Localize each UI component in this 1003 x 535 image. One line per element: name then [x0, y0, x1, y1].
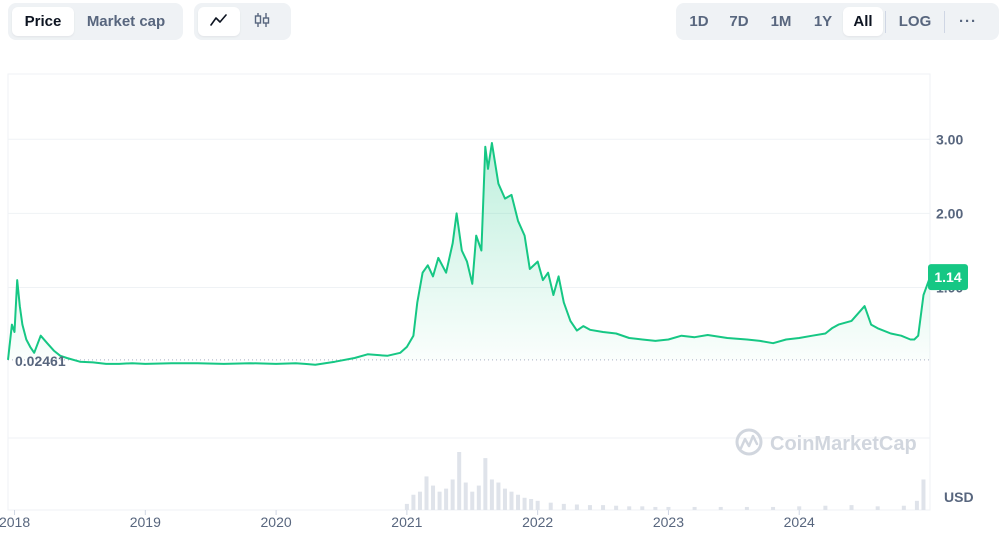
x-tick-label: 2020 — [261, 514, 292, 530]
volume-bar — [489, 479, 494, 510]
y-tick-label: 3.00 — [936, 131, 963, 147]
volume-bar — [463, 482, 468, 510]
volume-bar — [921, 479, 926, 510]
volume-bar — [823, 505, 828, 510]
volume-bar — [483, 458, 488, 510]
candlestick-icon — [253, 12, 271, 32]
range-all-button[interactable]: All — [843, 7, 883, 36]
volume-bar — [470, 491, 475, 510]
volume-bar — [771, 506, 776, 510]
currency-label: USD — [944, 489, 974, 505]
start-price-label: 0.02461 — [15, 353, 66, 369]
tab-price[interactable]: Price — [12, 7, 74, 36]
volume-bar — [640, 506, 645, 510]
watermark: CoinMarketCap — [735, 428, 917, 456]
volume-bar — [666, 506, 671, 510]
price-line — [7, 142, 931, 366]
volume-bar — [444, 488, 449, 510]
volume-bar — [404, 503, 409, 510]
volume-bar — [431, 485, 436, 510]
log-scale-button[interactable]: LOG — [898, 13, 932, 30]
volume-bar — [914, 500, 919, 510]
volume-bar — [548, 502, 553, 510]
x-tick-label: 2018 — [0, 514, 30, 530]
x-tick-label: 2024 — [784, 514, 815, 530]
line-chart-icon — [210, 13, 228, 31]
time-range-group: 1D 7D 1M 1Y All LOG ··· — [676, 3, 999, 40]
volume-bar — [587, 505, 592, 510]
x-tick-label: 2023 — [653, 514, 684, 530]
volume-bar — [509, 491, 514, 510]
volume-bar — [450, 479, 455, 510]
volume-bar — [797, 506, 802, 510]
volume-bar — [849, 505, 854, 510]
line-chart-button[interactable] — [198, 7, 240, 36]
x-tick-label: 2022 — [522, 514, 553, 530]
volume-bar — [437, 491, 442, 510]
volume-bar — [614, 505, 619, 510]
volume-bar — [411, 494, 416, 510]
volume-bar — [718, 506, 723, 510]
current-price-badge — [928, 264, 968, 291]
volume-bar — [457, 452, 462, 510]
watermark-text: CoinMarketCap — [770, 433, 917, 455]
range-7d-button[interactable]: 7D — [729, 13, 749, 30]
volume-bar — [744, 506, 749, 510]
volume-bar — [561, 503, 566, 510]
chart-type-group — [194, 3, 291, 40]
volume-bar — [516, 494, 521, 510]
volume-bar — [522, 497, 527, 510]
volume-bar — [574, 504, 579, 510]
volume-bar — [476, 485, 481, 510]
volume-bar — [901, 505, 906, 510]
volume-bar — [496, 482, 501, 510]
volume-bar — [502, 488, 507, 510]
metric-tab-group: Price Market cap — [8, 3, 183, 40]
volume-bar — [627, 506, 632, 510]
range-1y-button[interactable]: 1Y — [813, 13, 833, 30]
y-tick-label: 2.00 — [936, 205, 963, 221]
volume-bar — [424, 476, 429, 510]
coinmarketcap-logo-icon — [735, 428, 763, 456]
more-separator — [944, 10, 945, 33]
volume-bar — [875, 506, 880, 510]
volume-bar — [601, 505, 606, 510]
range-separator — [885, 10, 886, 33]
volume-bar — [653, 506, 658, 510]
range-1m-button[interactable]: 1M — [770, 13, 792, 30]
volume-bar — [535, 500, 540, 510]
price-area — [8, 143, 930, 360]
more-options-button[interactable]: ··· — [959, 13, 977, 30]
volume-bar — [529, 499, 534, 510]
volume-bar — [417, 491, 422, 510]
candlestick-button[interactable] — [240, 7, 284, 36]
volume-bar — [692, 506, 697, 510]
range-1d-button[interactable]: 1D — [689, 13, 709, 30]
x-tick-label: 2021 — [391, 514, 422, 530]
tab-market-cap[interactable]: Market cap — [86, 13, 166, 30]
current-price-label: 1.14 — [934, 269, 961, 285]
x-tick-label: 2019 — [130, 514, 161, 530]
